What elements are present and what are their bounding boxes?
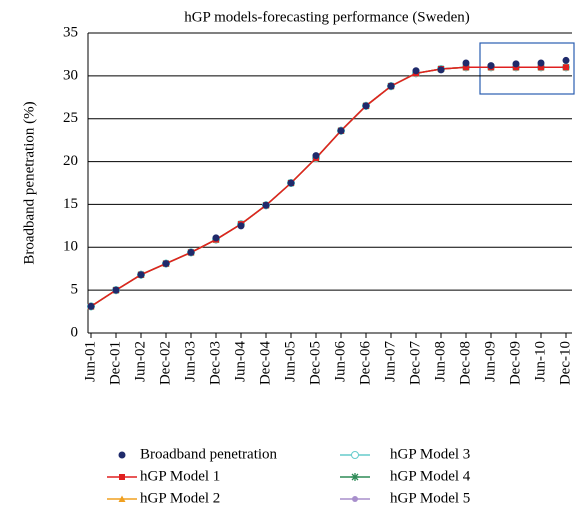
series-line [90,66,566,308]
marker [112,286,120,294]
marker [387,82,395,90]
marker [463,64,469,71]
x-tick-label: Jun-08 [432,341,448,382]
marker [563,64,569,71]
marker [352,496,358,502]
x-tick-label: Dec-03 [207,341,223,385]
marker [337,127,345,135]
x-tick-label: Jun-03 [182,341,198,382]
y-tick-label: 15 [63,196,78,212]
marker [537,59,545,67]
y-tick-label: 30 [63,67,78,83]
marker [162,260,170,268]
marker [287,179,295,187]
series-line [90,66,566,308]
marker [512,60,520,68]
marker [87,302,95,310]
legend-label: hGP Model 2 [140,490,220,506]
marker [212,234,220,242]
marker [262,201,270,209]
marker [351,451,359,459]
marker [119,474,125,480]
y-axis-label: Broadband penetration (%) [21,101,37,264]
y-tick-label: 25 [63,110,78,126]
y-tick-label: 35 [63,24,78,40]
y-tick-label: 20 [63,153,78,169]
series-line [90,66,566,308]
marker [562,56,570,64]
x-tick-label: Dec-09 [507,341,523,385]
highlight-box [479,42,575,95]
marker [118,495,126,502]
legend-label: hGP Model 1 [140,468,220,484]
x-tick-label: Dec-07 [407,341,423,386]
chart-title: hGP models-forecasting performance (Swed… [184,9,470,25]
x-tick-label: Dec-02 [157,341,173,385]
series-line [90,66,566,308]
legend-label: hGP Model 3 [390,446,470,462]
x-tick-label: Dec-04 [257,341,273,386]
marker [312,152,320,160]
marker [462,59,470,67]
marker [137,271,145,279]
marker [362,102,370,110]
x-tick-label: Jun-01 [82,341,98,382]
x-tick-label: Dec-06 [357,341,373,386]
marker [437,66,445,74]
legend-label: hGP Model 5 [390,490,470,506]
x-tick-label: Dec-08 [457,341,473,385]
series-line [90,66,566,308]
x-tick-label: Jun-06 [332,341,348,382]
legend-label: Broadband penetration [140,446,278,462]
legend-label: hGP Model 4 [390,468,471,484]
marker [118,451,126,459]
x-tick-label: Dec-10 [557,341,573,385]
marker [487,62,495,70]
marker [351,473,359,481]
marker [538,64,544,71]
y-tick-label: 0 [71,324,79,340]
x-tick-label: Jun-02 [132,341,148,382]
x-tick-label: Dec-05 [307,341,323,385]
marker [412,67,420,75]
x-tick-label: Jun-05 [282,341,298,382]
x-tick-label: Jun-04 [232,341,248,382]
x-tick-label: Jun-09 [482,341,498,382]
x-tick-label: Dec-01 [107,341,123,385]
y-tick-label: 10 [63,239,78,255]
x-tick-label: Jun-07 [382,341,398,382]
y-tick-label: 5 [71,282,79,298]
x-tick-label: Jun-10 [532,341,548,382]
marker [187,248,195,256]
marker [237,222,245,230]
